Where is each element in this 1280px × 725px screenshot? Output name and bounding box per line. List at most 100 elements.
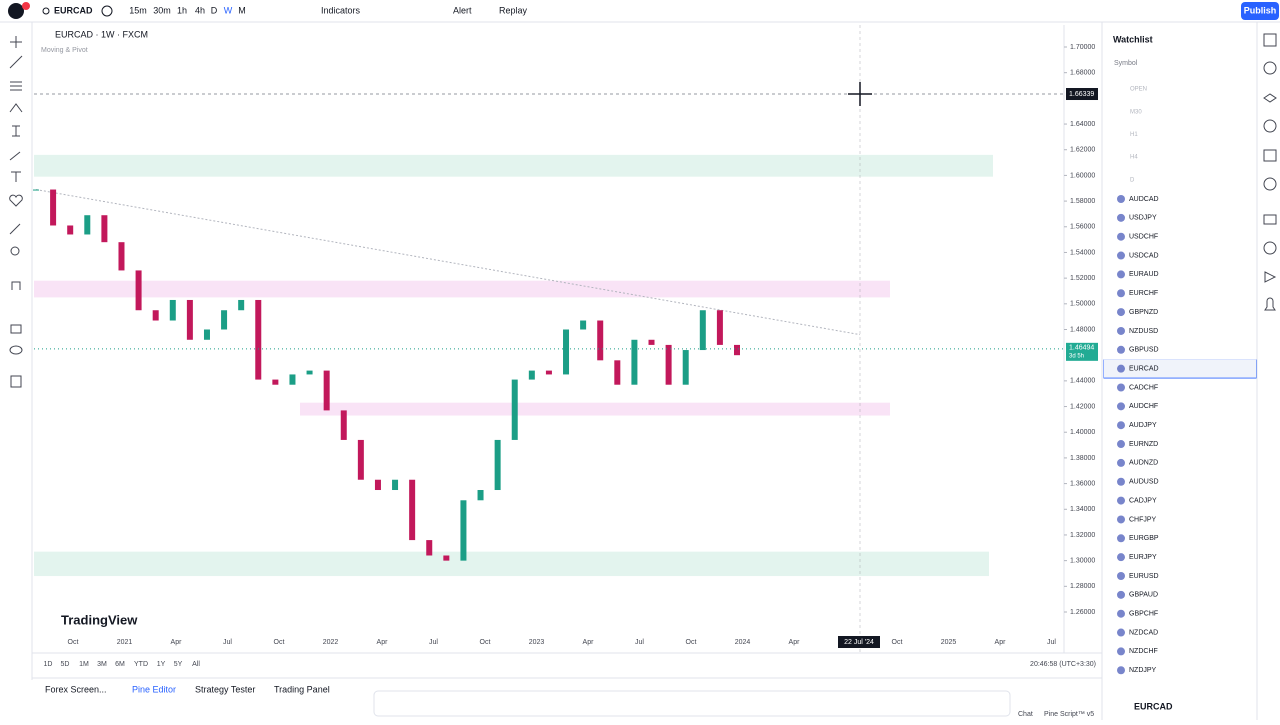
lock-tool[interactable] [10, 324, 22, 334]
range-button[interactable]: 1D [44, 661, 53, 668]
watchlist-symbol[interactable]: NZDUSD [1129, 328, 1158, 335]
range-button[interactable]: 1Y [157, 661, 166, 668]
watchlist-symbol[interactable]: AUDCAD [1129, 196, 1159, 203]
range-button[interactable]: All [192, 661, 200, 668]
range-button[interactable]: 5D [61, 661, 70, 668]
watchlist-group[interactable]: D [1130, 177, 1135, 183]
crosshair-tool[interactable] [10, 36, 22, 48]
symbol-search[interactable]: EURCAD [54, 5, 93, 15]
watchlist-symbol[interactable]: EURCAD [1129, 365, 1159, 372]
price-tick-label: 1.70000 [1070, 44, 1095, 51]
watchlist-symbol[interactable]: AUDCHF [1129, 403, 1158, 410]
chat-icon[interactable] [1263, 214, 1277, 225]
range-button[interactable]: 3M [97, 661, 107, 668]
watchlist-symbol[interactable]: EURJPY [1129, 554, 1157, 561]
price-tick-label: 1.56000 [1070, 224, 1095, 231]
watchlist-title[interactable]: Watchlist [1113, 34, 1153, 44]
watchlist-group[interactable]: M30 [1130, 109, 1142, 115]
candle [340, 410, 347, 440]
indicators-button[interactable]: Indicators [321, 5, 361, 15]
watchlist-symbol[interactable]: AUDJPY [1129, 422, 1157, 429]
watchlist-icon[interactable] [1263, 33, 1277, 47]
panel-tab[interactable]: Trading Panel [274, 684, 330, 694]
ideas-icon[interactable] [1263, 177, 1277, 191]
candle [648, 339, 655, 345]
range-button[interactable]: 1M [79, 661, 89, 668]
range-button[interactable]: 6M [115, 661, 125, 668]
watchlist-symbol[interactable]: EURCHF [1129, 290, 1158, 297]
panel-tab[interactable]: Pine Editor [132, 684, 176, 694]
publish-label[interactable]: Publish [1244, 5, 1277, 15]
watchlist-symbol[interactable]: AUDUSD [1129, 479, 1159, 486]
interval-button[interactable]: D [211, 5, 218, 15]
watchlist-symbol[interactable]: EURGBP [1129, 535, 1159, 542]
watchlist-symbol[interactable]: USDCHF [1129, 234, 1158, 241]
price-tick-label: 1.32000 [1070, 532, 1095, 539]
ruler-tool[interactable] [9, 223, 21, 235]
time-label: Apr [171, 639, 183, 646]
watchlist-symbol[interactable]: USDCAD [1129, 252, 1159, 259]
search-icon[interactable] [42, 7, 50, 15]
time-label: Apr [377, 639, 389, 646]
streams-icon[interactable] [1263, 241, 1277, 255]
interval-button[interactable]: 4h [195, 5, 205, 15]
watchlist-group[interactable]: OPEN [1130, 87, 1147, 93]
hotlist-icon[interactable] [1263, 119, 1277, 133]
hide-tool[interactable] [9, 345, 23, 355]
alert-button[interactable]: Alert [453, 5, 472, 15]
chat-link[interactable]: Chat [1018, 711, 1033, 718]
watchlist-symbol[interactable]: NZDCAD [1129, 629, 1158, 636]
add-symbol[interactable] [101, 5, 113, 17]
avatar[interactable] [8, 3, 24, 19]
watchlist-symbol[interactable]: GBPUSD [1129, 347, 1159, 354]
watchlist-symbol[interactable]: NZDCHF [1129, 648, 1158, 655]
symbol-flag [1117, 647, 1125, 656]
range-button[interactable]: YTD [134, 661, 148, 668]
symbol-flag [1117, 515, 1125, 524]
watchlist-group[interactable]: H4 [1130, 155, 1138, 161]
delete-tool[interactable] [10, 375, 22, 388]
watchlist-symbol[interactable]: EURNZD [1129, 441, 1158, 448]
panel-tab[interactable]: Forex Screen... [45, 684, 107, 694]
watchlist-group[interactable]: H1 [1130, 132, 1138, 138]
watchlist-symbol[interactable]: CADCHF [1129, 384, 1158, 391]
notifications-icon[interactable] [1264, 297, 1276, 311]
watchlist-symbol[interactable]: GBPAUD [1129, 592, 1158, 599]
watchlist-symbol[interactable]: CADJPY [1129, 497, 1157, 504]
alerts-icon[interactable] [1263, 61, 1277, 75]
brush-tool[interactable] [9, 151, 21, 161]
time-label: Oct [686, 639, 697, 646]
replay-icon[interactable] [1264, 271, 1277, 283]
watchlist-symbol[interactable]: USDJPY [1129, 215, 1157, 222]
layers-icon[interactable] [1263, 93, 1277, 103]
fib-tool[interactable] [10, 81, 22, 91]
watchlist-symbol[interactable]: GBPNZD [1129, 309, 1158, 316]
interval-button[interactable]: W [224, 5, 233, 15]
replay-button[interactable]: Replay [499, 5, 528, 15]
symbol-flag [1117, 572, 1125, 580]
watchlist-symbol[interactable]: CHFJPY [1129, 516, 1157, 523]
text-tool[interactable] [11, 171, 21, 182]
publish-button[interactable] [1241, 2, 1279, 20]
countdown: 3d 5h [1069, 353, 1084, 359]
trendline-tool[interactable] [9, 55, 23, 69]
calendar-icon[interactable] [1263, 149, 1277, 162]
watchlist-symbol[interactable]: EURAUD [1129, 271, 1159, 278]
favorites-tool[interactable] [9, 194, 23, 207]
watchlist-symbol[interactable]: EURUSD [1129, 573, 1159, 580]
interval-button[interactable]: 1h [177, 5, 187, 15]
last-price-box [1066, 342, 1098, 361]
range-button[interactable]: 5Y [174, 661, 183, 668]
magnet-tool[interactable] [11, 281, 21, 290]
footer-symbol[interactable]: EURCAD [1134, 701, 1173, 711]
measure-tool[interactable] [12, 125, 20, 137]
interval-button[interactable]: 30m [153, 5, 171, 15]
interval-button[interactable]: 15m [129, 5, 147, 15]
zoom-tool[interactable] [10, 246, 20, 256]
panel-tab[interactable]: Strategy Tester [195, 684, 255, 694]
watchlist-symbol[interactable]: NZDJPY [1129, 667, 1157, 674]
watchlist-symbol[interactable]: GBPCHF [1129, 611, 1158, 618]
watchlist-symbol[interactable]: AUDNZD [1129, 460, 1158, 467]
pattern-tool[interactable] [9, 103, 23, 113]
interval-button[interactable]: M [238, 5, 246, 15]
